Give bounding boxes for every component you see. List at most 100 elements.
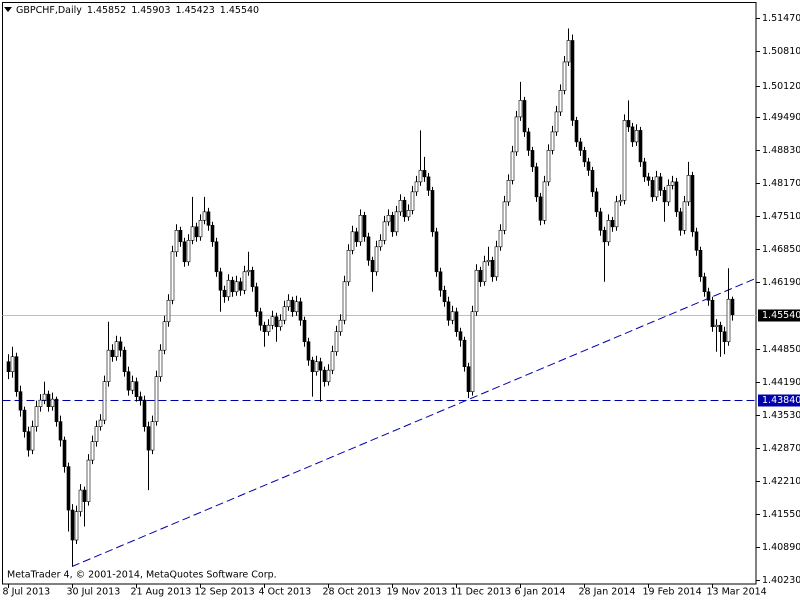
candle-body: [198, 220, 203, 238]
candle-body: [42, 393, 47, 401]
candle-body: [54, 398, 59, 422]
candle-body: [326, 369, 331, 382]
candle-body: [490, 259, 495, 278]
candle-body: [294, 301, 299, 313]
candle-body: [526, 131, 531, 151]
candle-body: [486, 259, 491, 263]
candle-body: [662, 190, 667, 203]
candle-body: [550, 131, 555, 151]
x-tick-label: 30 Jul 2013: [67, 587, 121, 598]
candle-body: [442, 289, 447, 303]
candle-body: [406, 210, 411, 218]
candle-body: [214, 241, 219, 273]
candle-body: [10, 356, 15, 372]
candle-body: [282, 306, 287, 321]
candle-body: [182, 241, 187, 263]
candle-body: [610, 220, 615, 228]
y-tick-label: 1.50120: [762, 81, 800, 92]
level-label: 1.43840: [762, 395, 800, 406]
candle-body: [50, 398, 55, 407]
candle-body: [286, 299, 291, 308]
candle-body: [258, 311, 263, 326]
candle-body: [522, 100, 527, 133]
candle-body: [254, 286, 259, 313]
candle-body: [702, 276, 707, 293]
candle-body: [342, 281, 347, 321]
candle-body: [458, 331, 463, 341]
candle-body: [70, 509, 75, 541]
candle-body: [186, 239, 191, 263]
y-tick-label: 1.48830: [762, 145, 800, 156]
candle-body: [434, 231, 439, 273]
candle-body: [602, 230, 607, 243]
candle-body: [162, 321, 167, 351]
candle-body: [634, 130, 639, 143]
candle-body: [598, 211, 603, 231]
y-tick-label: 1.42870: [762, 443, 800, 454]
candle-body: [378, 239, 383, 248]
candle-body: [650, 180, 655, 198]
candle-body: [302, 319, 307, 343]
x-tick-label: 11 Dec 2013: [451, 587, 512, 598]
y-tick-label: 1.51470: [762, 13, 800, 24]
candle-body: [718, 324, 723, 333]
candle-body: [450, 311, 455, 321]
candle-body: [730, 298, 735, 316]
candle-body: [606, 220, 611, 243]
candle-body: [58, 421, 63, 441]
footer: MetaTrader 4, © 2001-2014, MetaQuotes So…: [7, 570, 277, 581]
candle-body: [462, 339, 467, 367]
candle-body: [506, 180, 511, 203]
candle-body: [614, 201, 619, 228]
candle-body: [314, 361, 319, 372]
candle-body: [298, 301, 303, 321]
candle-body: [654, 176, 659, 198]
candle-body: [590, 170, 595, 193]
y-tick-label: 1.50810: [762, 46, 800, 57]
candle-body: [518, 100, 523, 118]
candle-body: [334, 331, 339, 352]
x-tick-label: 28 Oct 2013: [323, 587, 382, 598]
candle-body: [174, 230, 179, 253]
y-tick-label: 1.47510: [762, 211, 800, 222]
menu-triangle[interactable]: [4, 7, 12, 12]
candle-body: [86, 459, 91, 502]
candle-body: [422, 170, 427, 178]
candle-body: [350, 231, 355, 251]
plot-frame: [2, 2, 757, 585]
candle-body: [94, 426, 99, 442]
x-tick-label: 19 Nov 2013: [387, 587, 448, 598]
candle-body: [394, 211, 399, 233]
candle-body: [246, 269, 251, 273]
candle-body: [370, 259, 375, 273]
candle-body: [374, 246, 379, 273]
candle-body: [82, 489, 87, 502]
candle-body: [234, 281, 239, 293]
candle-body: [670, 181, 675, 186]
candle-body: [74, 511, 79, 541]
candle-body: [410, 191, 415, 211]
candle-body: [414, 181, 419, 193]
candle-body: [666, 185, 671, 203]
candle-body: [194, 226, 199, 238]
candle-body: [110, 349, 115, 357]
candle-body: [242, 271, 247, 291]
candle-body: [494, 246, 499, 278]
candle-body: [678, 211, 683, 231]
candle-body: [622, 120, 627, 201]
candle-body: [6, 361, 11, 372]
x-tick-label: 8 Jul 2013: [3, 587, 51, 598]
candle-body: [14, 356, 19, 392]
candle-body: [542, 181, 547, 221]
candle-body: [554, 111, 559, 133]
candle-body: [178, 230, 183, 243]
header-value: 1.45852: [87, 5, 126, 16]
candle-body: [26, 431, 31, 451]
level-box: [758, 394, 800, 407]
y-tick-label: 1.49490: [762, 112, 800, 123]
candle-body: [546, 150, 551, 183]
candle-body: [482, 261, 487, 283]
y-tick-label: 1.40890: [762, 542, 800, 553]
candle-body: [46, 393, 51, 407]
